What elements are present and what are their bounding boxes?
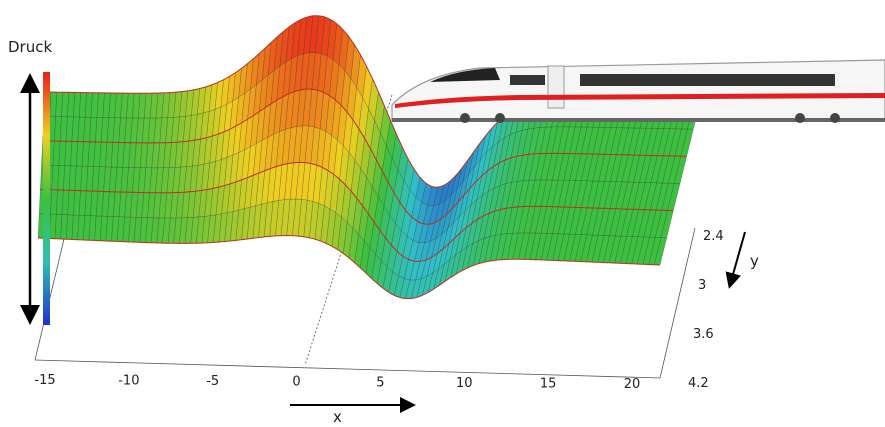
train-window <box>510 75 545 85</box>
train-windows <box>580 74 835 86</box>
pressure-surface <box>37 15 701 300</box>
x-tick-label: 10 <box>456 376 473 391</box>
y-direction-arrow <box>725 231 746 289</box>
x-tick-label: -10 <box>118 374 139 389</box>
x-tick-label: 20 <box>624 377 641 392</box>
train-wheel <box>460 113 470 123</box>
train-wheel <box>795 113 805 123</box>
train-door <box>547 65 565 109</box>
right-edge <box>659 227 696 379</box>
contour-line <box>40 161 674 263</box>
y-tick-label: 3.6 <box>693 327 714 342</box>
contour-line <box>37 234 661 300</box>
x-tick-label: 15 <box>540 376 557 391</box>
x-tick-label: -5 <box>206 374 219 389</box>
train <box>391 59 885 123</box>
train-wheel <box>830 113 840 123</box>
train-stripe <box>395 93 885 108</box>
front-edge <box>34 359 661 379</box>
y-tick-label: 3 <box>698 278 706 293</box>
x-axis-label: x <box>333 408 342 423</box>
x-tick-label: 0 <box>292 375 300 390</box>
train-windshield <box>430 68 500 82</box>
train-body <box>391 59 885 121</box>
contour-line <box>42 88 687 225</box>
y-tick-label: 2.4 <box>703 229 724 244</box>
y-axis-label: y <box>750 252 759 270</box>
x-tick-label: -15 <box>34 373 55 388</box>
x-tick-label: 5 <box>376 375 384 390</box>
train-wheel <box>495 113 505 123</box>
colorbar <box>43 72 50 325</box>
train-bogie-line <box>392 118 885 122</box>
pressure-label: Druck <box>8 38 52 56</box>
y-tick-label: 4.2 <box>688 376 709 391</box>
